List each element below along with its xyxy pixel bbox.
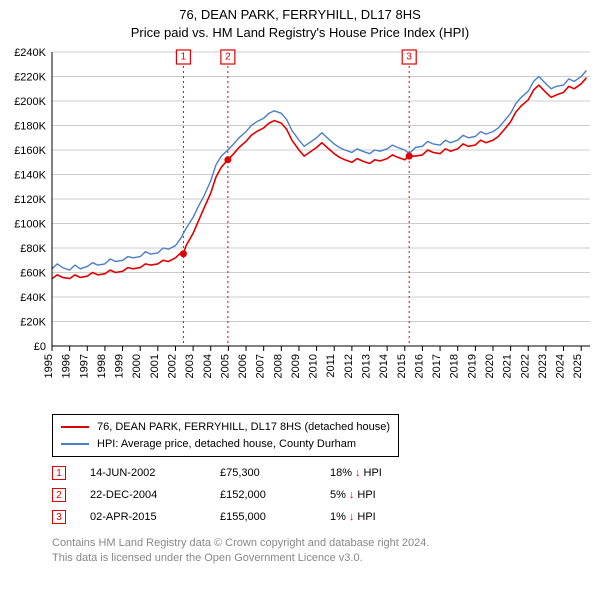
svg-text:2015: 2015 xyxy=(396,354,408,378)
svg-text:2007: 2007 xyxy=(255,354,267,378)
svg-text:2020: 2020 xyxy=(484,354,496,378)
svg-text:2000: 2000 xyxy=(131,354,143,378)
svg-text:£220K: £220K xyxy=(14,72,46,84)
svg-text:2012: 2012 xyxy=(343,354,355,378)
svg-text:1999: 1999 xyxy=(114,354,126,378)
svg-text:2013: 2013 xyxy=(361,354,373,378)
legend-swatch xyxy=(61,443,89,445)
svg-text:2011: 2011 xyxy=(325,354,337,378)
svg-text:2005: 2005 xyxy=(219,354,231,378)
svg-text:1: 1 xyxy=(181,52,187,63)
svg-text:£180K: £180K xyxy=(14,121,46,133)
svg-text:2019: 2019 xyxy=(466,354,478,378)
svg-text:£80K: £80K xyxy=(20,243,46,255)
svg-text:2009: 2009 xyxy=(290,354,302,378)
svg-text:1996: 1996 xyxy=(61,354,73,378)
svg-text:2022: 2022 xyxy=(519,354,531,378)
svg-text:2024: 2024 xyxy=(555,354,567,378)
svg-text:2016: 2016 xyxy=(413,354,425,378)
svg-text:2017: 2017 xyxy=(431,354,443,378)
svg-text:2021: 2021 xyxy=(502,354,514,378)
legend: 76, DEAN PARK, FERRYHILL, DL17 8HS (deta… xyxy=(52,414,399,457)
legend-row: 76, DEAN PARK, FERRYHILL, DL17 8HS (deta… xyxy=(61,419,390,436)
arrow-down-icon: ↓ xyxy=(355,467,361,479)
svg-text:£60K: £60K xyxy=(20,268,46,280)
sale-row: 3 02-APR-2015£155,0001%↓HPI xyxy=(52,506,440,528)
sale-marker: 2 xyxy=(52,488,66,502)
sale-date: 14-JUN-2002 xyxy=(90,467,220,479)
sale-date: 02-APR-2015 xyxy=(90,511,220,523)
sale-diff-vs: HPI xyxy=(364,467,382,479)
svg-text:2014: 2014 xyxy=(378,354,390,378)
svg-text:2008: 2008 xyxy=(272,354,284,378)
sale-diff: 5%↓HPI xyxy=(330,489,440,501)
sale-diff-vs: HPI xyxy=(357,511,375,523)
svg-text:£120K: £120K xyxy=(14,194,46,206)
sale-price: £155,000 xyxy=(220,511,330,523)
title-line-2: Price paid vs. HM Land Registry's House … xyxy=(131,25,469,40)
svg-text:£0: £0 xyxy=(34,341,46,353)
sale-diff-pct: 18% xyxy=(330,467,352,479)
sale-price: £75,300 xyxy=(220,467,330,479)
sales-table: 114-JUN-2002£75,30018%↓HPI222-DEC-2004£1… xyxy=(52,462,440,528)
svg-text:1997: 1997 xyxy=(78,354,90,378)
footer-line-2: This data is licensed under the Open Gov… xyxy=(52,552,363,564)
legend-swatch xyxy=(61,426,89,428)
svg-text:2018: 2018 xyxy=(449,354,461,378)
svg-text:1998: 1998 xyxy=(96,354,108,378)
sale-diff-pct: 1% xyxy=(330,511,346,523)
svg-text:£100K: £100K xyxy=(14,219,46,231)
svg-text:2: 2 xyxy=(225,52,231,63)
svg-text:2004: 2004 xyxy=(202,354,214,378)
chart-container: 76, DEAN PARK, FERRYHILL, DL17 8HS Price… xyxy=(0,0,600,590)
legend-label: 76, DEAN PARK, FERRYHILL, DL17 8HS (deta… xyxy=(97,419,390,436)
svg-text:£200K: £200K xyxy=(14,96,46,108)
sale-date: 22-DEC-2004 xyxy=(90,489,220,501)
svg-text:3: 3 xyxy=(406,52,412,63)
legend-row: HPI: Average price, detached house, Coun… xyxy=(61,436,390,453)
arrow-down-icon: ↓ xyxy=(349,511,355,523)
sale-price: £152,000 xyxy=(220,489,330,501)
title-line-1: 76, DEAN PARK, FERRYHILL, DL17 8HS xyxy=(179,7,421,22)
legend-label: HPI: Average price, detached house, Coun… xyxy=(97,436,356,453)
sale-diff-pct: 5% xyxy=(330,489,346,501)
svg-text:2003: 2003 xyxy=(184,354,196,378)
sale-row: 1 14-JUN-2002£75,30018%↓HPI xyxy=(52,462,440,484)
line-chart-svg: £0 £20K £40K £60K £80K £100K £120K £140K £160K £1… xyxy=(0,44,600,404)
arrow-down-icon: ↓ xyxy=(349,489,355,501)
sale-diff: 1%↓HPI xyxy=(330,511,440,523)
svg-text:2025: 2025 xyxy=(572,354,584,378)
sale-marker: 3 xyxy=(52,510,66,524)
svg-text:1995: 1995 xyxy=(43,354,55,378)
footer-line-1: Contains HM Land Registry data © Crown c… xyxy=(52,537,429,549)
svg-text:£40K: £40K xyxy=(20,292,46,304)
svg-text:£140K: £140K xyxy=(14,170,46,182)
sale-row: 2 22-DEC-2004£152,0005%↓HPI xyxy=(52,484,440,506)
svg-text:2002: 2002 xyxy=(166,354,178,378)
chart-area: £0 £20K £40K £60K £80K £100K £120K £140K £160K £1… xyxy=(0,44,600,404)
sale-diff-vs: HPI xyxy=(357,489,375,501)
svg-text:2023: 2023 xyxy=(537,354,549,378)
sale-marker: 1 xyxy=(52,466,66,480)
svg-text:2010: 2010 xyxy=(308,354,320,378)
sale-diff: 18%↓HPI xyxy=(330,467,440,479)
footer-attribution: Contains HM Land Registry data © Crown c… xyxy=(52,536,429,566)
svg-text:2001: 2001 xyxy=(149,354,161,378)
svg-text:2006: 2006 xyxy=(237,354,249,378)
chart-title: 76, DEAN PARK, FERRYHILL, DL17 8HS Price… xyxy=(0,0,600,41)
svg-text:£240K: £240K xyxy=(14,47,46,59)
svg-text:£20K: £20K xyxy=(20,317,46,329)
svg-text:£160K: £160K xyxy=(14,145,46,157)
